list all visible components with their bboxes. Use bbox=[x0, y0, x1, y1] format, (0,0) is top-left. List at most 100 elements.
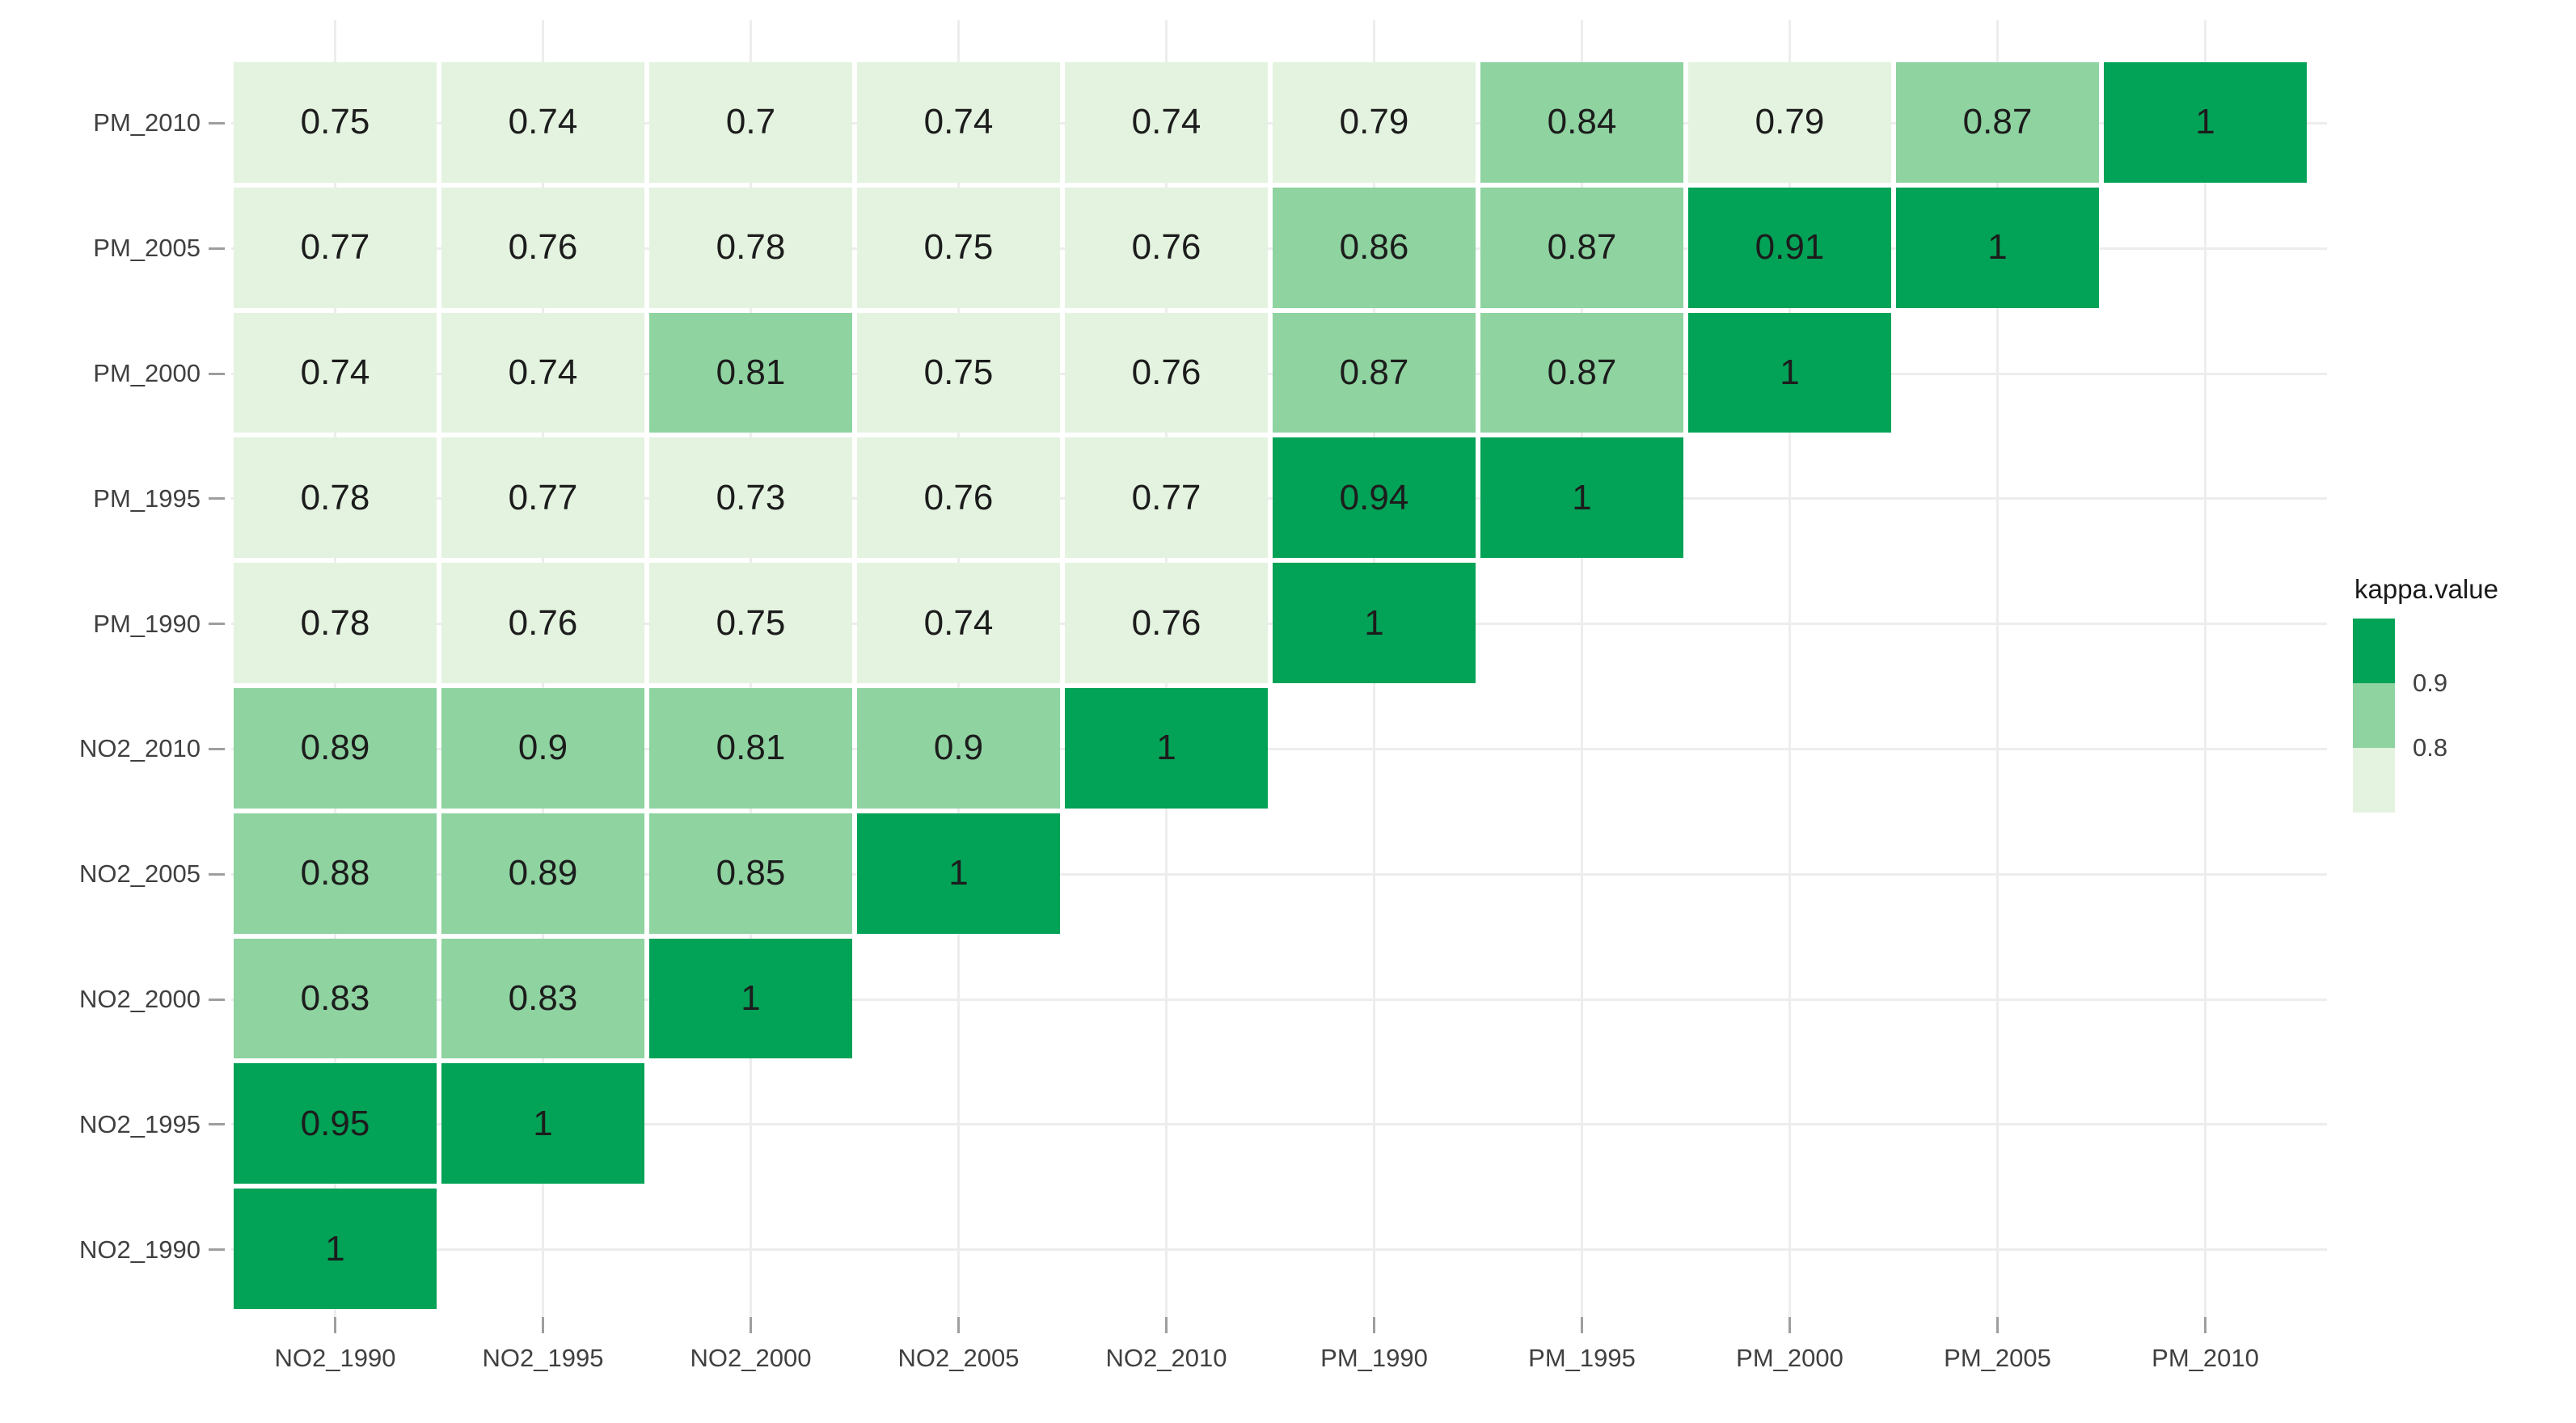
gridline-horizontal bbox=[231, 1123, 2327, 1126]
x-axis-label: PM_1990 bbox=[1320, 1344, 1428, 1372]
heatmap-cell: 0.77 bbox=[1065, 437, 1268, 559]
x-axis-label: PM_2010 bbox=[2152, 1344, 2259, 1372]
y-axis-label: PM_2010 bbox=[93, 108, 201, 137]
heatmap-cell: 0.73 bbox=[649, 437, 852, 559]
legend-tick-label-0.8: 0.8 bbox=[2413, 733, 2448, 762]
heatmap-cell: 0.79 bbox=[1688, 62, 1891, 183]
heatmap-cell: 0.83 bbox=[234, 938, 437, 1059]
heatmap-cell: 0.78 bbox=[649, 187, 852, 308]
heatmap-cell: 0.77 bbox=[234, 187, 437, 308]
y-axis-label: NO2_1995 bbox=[79, 1109, 201, 1138]
heatmap-cell: 1 bbox=[1065, 688, 1268, 809]
x-tick bbox=[750, 1317, 752, 1333]
heatmap-cell: 0.89 bbox=[234, 688, 437, 809]
gridline-vertical bbox=[1581, 20, 1583, 1317]
heatmap-cell: 1 bbox=[1480, 437, 1683, 559]
x-tick bbox=[1373, 1317, 1375, 1333]
x-axis-label: NO2_2005 bbox=[897, 1344, 1020, 1372]
y-tick bbox=[209, 623, 225, 626]
heatmap-cell: 0.87 bbox=[1273, 312, 1476, 433]
heatmap-cell: 1 bbox=[1688, 312, 1891, 433]
x-tick bbox=[2204, 1317, 2206, 1333]
heatmap-cell: 1 bbox=[857, 813, 1060, 934]
heatmap-cell: 0.74 bbox=[857, 563, 1060, 683]
heatmap-cell: 0.87 bbox=[1896, 62, 2099, 183]
heatmap-cell: 0.9 bbox=[441, 688, 644, 809]
y-tick bbox=[209, 998, 225, 1001]
heatmap-cell: 0.81 bbox=[649, 312, 852, 433]
heatmap-cell: 0.77 bbox=[441, 437, 644, 559]
heatmap-cell: 0.75 bbox=[857, 187, 1060, 308]
y-axis-label: NO2_2010 bbox=[79, 734, 201, 763]
y-tick bbox=[209, 872, 225, 876]
y-tick bbox=[209, 247, 225, 250]
y-tick bbox=[209, 497, 225, 500]
x-tick bbox=[1581, 1317, 1583, 1333]
heatmap-cell: 0.89 bbox=[441, 813, 644, 934]
heatmap-cell: 0.76 bbox=[857, 437, 1060, 559]
gridline-vertical bbox=[2204, 20, 2206, 1317]
legend-swatch-high bbox=[2353, 619, 2395, 683]
legend-title: kappa.value bbox=[2354, 574, 2498, 604]
heatmap-cell: 1 bbox=[649, 938, 852, 1059]
heatmap-cell: 0.74 bbox=[234, 312, 437, 433]
heatmap-cell: 0.88 bbox=[234, 813, 437, 934]
heatmap-cell: 0.78 bbox=[234, 563, 437, 683]
heatmap-cell: 0.76 bbox=[1065, 187, 1268, 308]
x-axis-label: PM_2000 bbox=[1736, 1344, 1843, 1372]
gridline-vertical bbox=[1996, 20, 1999, 1317]
heatmap-cell: 1 bbox=[1273, 563, 1476, 683]
gridline-vertical bbox=[1788, 20, 1791, 1317]
x-axis-label: PM_2005 bbox=[1944, 1344, 2051, 1372]
heatmap-cell: 1 bbox=[2104, 62, 2307, 183]
heatmap-cell: 1 bbox=[1896, 187, 2099, 308]
y-axis-label: PM_1990 bbox=[93, 609, 201, 638]
x-tick bbox=[1788, 1317, 1791, 1333]
y-tick bbox=[209, 372, 225, 375]
heatmap-cell: 0.76 bbox=[441, 187, 644, 308]
gridline-horizontal bbox=[231, 747, 2327, 750]
y-axis-label: PM_2005 bbox=[93, 234, 201, 263]
heatmap-cell: 0.74 bbox=[857, 62, 1060, 183]
heatmap-cell: 0.81 bbox=[649, 688, 852, 809]
x-axis-label: NO2_1990 bbox=[274, 1344, 396, 1372]
x-tick bbox=[1165, 1317, 1168, 1333]
heatmap-cell: 0.91 bbox=[1688, 187, 1891, 308]
y-tick bbox=[209, 121, 225, 125]
heatmap-cell: 0.75 bbox=[234, 62, 437, 183]
heatmap-cell: 0.76 bbox=[441, 563, 644, 683]
heatmap-cell: 0.75 bbox=[857, 312, 1060, 433]
x-axis-label: PM_1995 bbox=[1528, 1344, 1636, 1372]
heatmap-cell: 0.83 bbox=[441, 938, 644, 1059]
heatmap-cell: 0.75 bbox=[649, 563, 852, 683]
heatmap-cell: 0.74 bbox=[441, 62, 644, 183]
heatmap-cell: 0.95 bbox=[234, 1063, 437, 1184]
y-axis-label: NO2_2000 bbox=[79, 985, 201, 1013]
heatmap-cell: 0.94 bbox=[1273, 437, 1476, 559]
y-axis-label: PM_2000 bbox=[93, 359, 201, 387]
heatmap-cell: 0.78 bbox=[234, 437, 437, 559]
heatmap-cell: 0.7 bbox=[649, 62, 852, 183]
heatmap-cell: 0.9 bbox=[857, 688, 1060, 809]
x-axis-label: NO2_2010 bbox=[1105, 1344, 1227, 1372]
y-axis-label: PM_1995 bbox=[93, 483, 201, 513]
heatmap-cell: 0.74 bbox=[441, 312, 644, 433]
heatmap-cell: 0.76 bbox=[1065, 312, 1268, 433]
heatmap-cell: 1 bbox=[234, 1189, 437, 1309]
heatmap-cell: 1 bbox=[441, 1063, 644, 1184]
heatmap-cell: 0.85 bbox=[649, 813, 852, 934]
x-axis-label: NO2_1995 bbox=[482, 1344, 604, 1372]
heatmap-cell: 0.74 bbox=[1065, 62, 1268, 183]
y-axis-label: NO2_2005 bbox=[79, 859, 201, 889]
gridline-horizontal bbox=[231, 1248, 2327, 1252]
legend-swatch-low bbox=[2353, 748, 2395, 813]
y-axis-label: NO2_1990 bbox=[79, 1235, 201, 1264]
heatmap-cell: 0.87 bbox=[1480, 187, 1683, 308]
legend-tick-label-0.9: 0.9 bbox=[2413, 669, 2448, 697]
heatmap-cell: 0.84 bbox=[1480, 62, 1683, 183]
heatmap-cell: 0.76 bbox=[1065, 563, 1268, 683]
gridline-horizontal bbox=[231, 998, 2327, 1001]
gridline-horizontal bbox=[231, 872, 2327, 876]
y-tick bbox=[209, 1248, 225, 1252]
